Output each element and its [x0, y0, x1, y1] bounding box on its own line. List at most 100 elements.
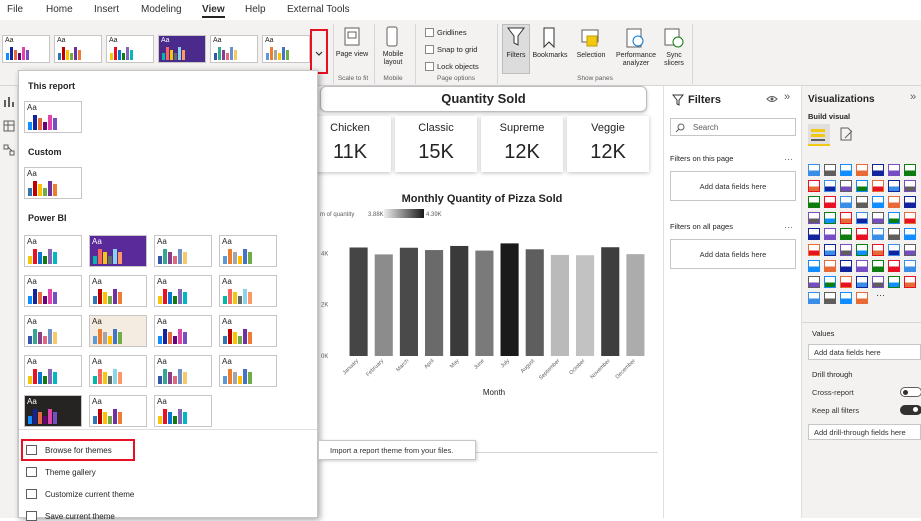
theme-gallery-item[interactable]: Theme gallery [26, 467, 96, 477]
theme-thumbnail[interactable]: Aa [89, 395, 147, 427]
menu-help[interactable]: Help [245, 4, 266, 15]
visual-type-icon[interactable] [840, 292, 852, 304]
visual-type-icon[interactable] [840, 196, 852, 208]
ribbon-theme-thumb[interactable]: Aa [210, 35, 258, 63]
ribbon-theme-thumb[interactable]: Aa [106, 35, 154, 63]
chart-bar[interactable] [349, 247, 368, 356]
menu-home[interactable]: Home [46, 4, 73, 15]
visual-type-icon[interactable] [856, 292, 868, 304]
visual-type-icon[interactable] [840, 244, 852, 256]
model-view-icon[interactable] [3, 144, 15, 156]
visual-type-icon[interactable] [904, 212, 916, 224]
visual-type-icon[interactable] [872, 244, 884, 256]
visual-type-icon[interactable] [856, 260, 868, 272]
visual-type-icon[interactable] [856, 276, 868, 288]
visual-type-icon[interactable] [808, 276, 820, 288]
visual-type-icon[interactable] [888, 244, 900, 256]
ribbon-theme-thumb[interactable]: Aa [54, 35, 102, 63]
visual-type-icon[interactable] [808, 260, 820, 272]
visual-type-icon[interactable] [840, 228, 852, 240]
visual-type-icon[interactable] [856, 164, 868, 176]
drill-through-drop[interactable]: Add drill-through fields here [808, 424, 921, 440]
card-supreme[interactable]: Supreme 12K [481, 116, 563, 172]
visual-type-icon[interactable] [888, 164, 900, 176]
cross-report-toggle[interactable] [900, 387, 921, 397]
save-theme-item[interactable]: Save current theme [26, 511, 115, 521]
build-visual-tab[interactable] [808, 124, 830, 146]
visual-type-icon[interactable] [904, 260, 916, 272]
values-drop[interactable]: Add data fields here [808, 344, 921, 360]
format-visual-icon[interactable] [836, 124, 856, 144]
visual-type-icon[interactable] [840, 164, 852, 176]
lock-objects-checkbox[interactable]: Lock objects [425, 62, 479, 71]
filters-all-pages-more[interactable]: … [784, 220, 793, 230]
theme-thumbnail[interactable]: Aa [24, 101, 82, 133]
sync-slicers-button[interactable] [661, 26, 687, 52]
ribbon-theme-thumb[interactable]: Aa [158, 35, 206, 63]
visual-type-icon[interactable] [872, 260, 884, 272]
filters-all-pages-drop[interactable]: Add data fields here [670, 239, 796, 269]
chart-bar[interactable] [525, 249, 544, 356]
filters-search-box[interactable]: Search [670, 118, 796, 136]
visual-type-icon[interactable] [808, 212, 820, 224]
visual-type-icon[interactable] [888, 180, 900, 192]
visual-type-icon[interactable] [888, 212, 900, 224]
ribbon-theme-thumb[interactable]: Aa [2, 35, 50, 63]
visual-type-icon[interactable] [872, 164, 884, 176]
report-view-icon[interactable] [3, 96, 15, 108]
visual-type-icon[interactable] [824, 260, 836, 272]
ribbon-theme-thumb[interactable]: Aa [262, 35, 310, 63]
visual-type-icon[interactable] [904, 196, 916, 208]
visual-type-icon[interactable] [872, 276, 884, 288]
chart-bar[interactable] [425, 250, 444, 356]
theme-thumbnail[interactable]: Aa [24, 235, 82, 267]
visual-type-icon[interactable] [872, 212, 884, 224]
visual-type-icon[interactable] [856, 196, 868, 208]
filters-on-page-more[interactable]: … [784, 152, 793, 162]
chart-bar[interactable] [626, 254, 645, 356]
theme-thumbnail[interactable]: Aa [24, 275, 82, 307]
gridlines-checkbox[interactable]: Gridlines [425, 28, 467, 37]
visual-type-icon[interactable] [840, 212, 852, 224]
visual-type-icon[interactable] [904, 244, 916, 256]
chart-bar[interactable] [374, 254, 393, 356]
visual-type-icon[interactable] [824, 196, 836, 208]
filters-pane-button[interactable] [502, 24, 530, 74]
visual-type-icon[interactable] [824, 164, 836, 176]
menu-file[interactable]: File [7, 4, 24, 15]
table-view-icon[interactable] [3, 120, 15, 132]
keep-filters-toggle[interactable] [900, 405, 921, 415]
performance-analyzer-button[interactable] [622, 26, 650, 52]
visual-type-icon[interactable] [888, 260, 900, 272]
page-view-button[interactable] [340, 26, 366, 66]
chart-bar[interactable] [500, 243, 519, 356]
visual-type-icon[interactable] [824, 276, 836, 288]
theme-thumbnail[interactable]: Aa [219, 315, 277, 347]
visual-type-icon[interactable] [904, 228, 916, 240]
theme-thumbnail[interactable]: Aa [219, 275, 277, 307]
card-chicken[interactable]: Chicken 11K [309, 116, 391, 172]
menu-insert[interactable]: Insert [94, 4, 120, 15]
visual-type-icon[interactable] [888, 196, 900, 208]
visual-type-icon[interactable] [872, 196, 884, 208]
theme-thumbnail[interactable]: Aa [89, 315, 147, 347]
collapse-filters-icon[interactable]: » [784, 91, 791, 103]
visual-type-icon[interactable] [808, 164, 820, 176]
visual-type-icon[interactable] [888, 276, 900, 288]
chart-bar[interactable] [601, 247, 620, 356]
chart-bar[interactable] [399, 247, 418, 356]
visual-type-icon[interactable] [872, 228, 884, 240]
theme-thumbnail[interactable]: Aa [24, 355, 82, 387]
visual-type-icon[interactable] [824, 228, 836, 240]
visual-type-icon[interactable] [808, 196, 820, 208]
visual-type-icon[interactable] [856, 212, 868, 224]
theme-thumbnail[interactable]: Aa [154, 275, 212, 307]
visual-type-icon[interactable] [824, 212, 836, 224]
bookmarks-button[interactable] [536, 26, 564, 52]
theme-thumbnail[interactable]: Aa [89, 275, 147, 307]
menu-external-tools[interactable]: External Tools [287, 4, 350, 15]
visual-type-icon[interactable] [840, 260, 852, 272]
theme-thumbnail[interactable]: Aa [24, 395, 82, 427]
visual-type-icon[interactable] [824, 180, 836, 192]
theme-thumbnail[interactable]: Aa [24, 167, 82, 199]
